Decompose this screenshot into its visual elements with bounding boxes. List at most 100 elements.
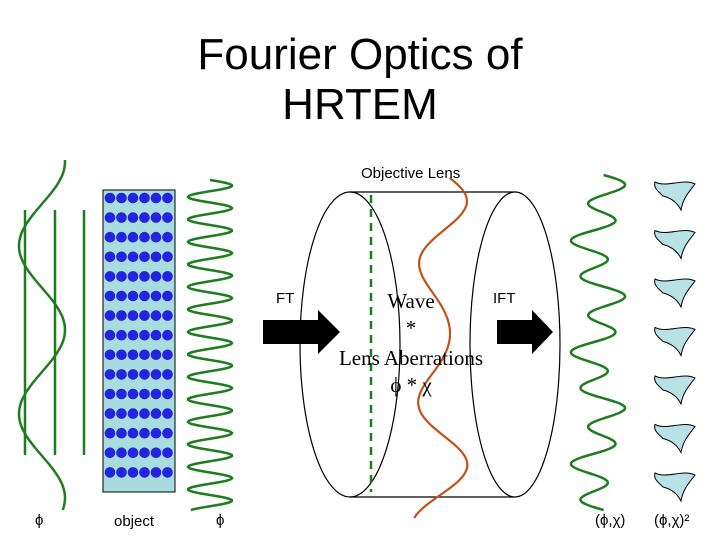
atom [116, 408, 127, 419]
atom [127, 467, 139, 478]
atom [116, 467, 127, 478]
atom [116, 212, 127, 223]
atom [104, 408, 116, 419]
image-intensity-blobs [654, 181, 696, 503]
atom [162, 212, 173, 223]
atom [127, 212, 139, 223]
intensity-blob [654, 326, 696, 358]
atom [104, 212, 116, 223]
lens-text-wave: Wave [387, 289, 435, 313]
atom [139, 408, 150, 419]
atom [104, 329, 116, 341]
atom [116, 310, 127, 321]
atom [116, 369, 127, 380]
atom [150, 329, 162, 341]
atom [127, 369, 139, 380]
atom [139, 212, 150, 223]
atom [162, 251, 173, 263]
intensity-blob [654, 229, 696, 261]
intensity-blob [654, 181, 696, 212]
atom [104, 349, 116, 361]
slide-title: Fourier Optics of HRTEM [0, 30, 720, 130]
atom [116, 231, 127, 243]
lens-text-aberrations: Lens Aberrations [338, 346, 484, 370]
atom [150, 271, 162, 282]
atom [162, 310, 173, 321]
atom [127, 349, 139, 361]
intensity-blob [654, 375, 696, 406]
intensity-blob [654, 472, 696, 503]
atom [162, 408, 173, 419]
atom [150, 231, 162, 243]
lens-back-face [299, 191, 401, 498]
atom [127, 329, 139, 341]
atom [116, 329, 127, 341]
objective-lens-label: Objective Lens [361, 165, 461, 182]
ft-label: FT [276, 290, 295, 307]
atom [116, 349, 127, 361]
atom [150, 192, 162, 204]
atom [104, 369, 116, 380]
object-label: object [114, 513, 155, 530]
atom [162, 388, 173, 400]
atom [116, 192, 127, 204]
atom [162, 271, 173, 282]
atom [104, 231, 116, 243]
atom [127, 427, 139, 439]
intensity-blob [654, 278, 696, 309]
atom [127, 251, 139, 263]
atom [104, 447, 116, 459]
atom [139, 388, 150, 400]
atom [127, 447, 139, 459]
atom [150, 447, 162, 459]
atom [150, 408, 162, 419]
image-wave [569, 173, 627, 512]
atom [139, 467, 150, 478]
atom [162, 427, 173, 439]
atom [139, 251, 150, 263]
atom [150, 369, 162, 380]
atom [150, 212, 162, 223]
atom [150, 388, 162, 400]
phi-left-label: ϕ [35, 512, 44, 529]
title-line-1: Fourier Optics of [197, 30, 523, 79]
atom [162, 192, 173, 204]
atom [104, 467, 116, 478]
atom [162, 231, 173, 243]
aberration-curve [413, 177, 469, 519]
atom [127, 231, 139, 243]
atom [139, 231, 150, 243]
lens-text-formula: ϕ * χ [390, 373, 432, 397]
atom [127, 388, 139, 400]
atom [150, 467, 162, 478]
atom [139, 290, 150, 302]
atom [162, 467, 173, 478]
atom [127, 310, 139, 321]
atom [139, 310, 150, 321]
atom [162, 369, 173, 380]
atom [139, 447, 150, 459]
title-line-2: HRTEM [282, 80, 438, 129]
atom [150, 251, 162, 263]
atom [127, 271, 139, 282]
lens-text-convolution: * [405, 316, 417, 340]
ift-label: IFT [493, 290, 516, 307]
atom [116, 290, 127, 302]
phi-mid-label: ϕ [216, 512, 225, 529]
incident-wave [17, 159, 67, 511]
atom [104, 290, 116, 302]
lens-front-face [469, 191, 561, 498]
atom [116, 447, 127, 459]
intensity-blob [654, 423, 696, 455]
atom [162, 290, 173, 302]
atom [104, 427, 116, 439]
atom [127, 192, 139, 204]
ft-arrow [263, 310, 340, 354]
phi-chi-label: (ϕ,χ) [595, 512, 626, 529]
atom [104, 192, 116, 204]
atom [116, 388, 127, 400]
object-slab [102, 189, 176, 493]
atom [139, 369, 150, 380]
atom [127, 290, 139, 302]
atom [116, 427, 127, 439]
